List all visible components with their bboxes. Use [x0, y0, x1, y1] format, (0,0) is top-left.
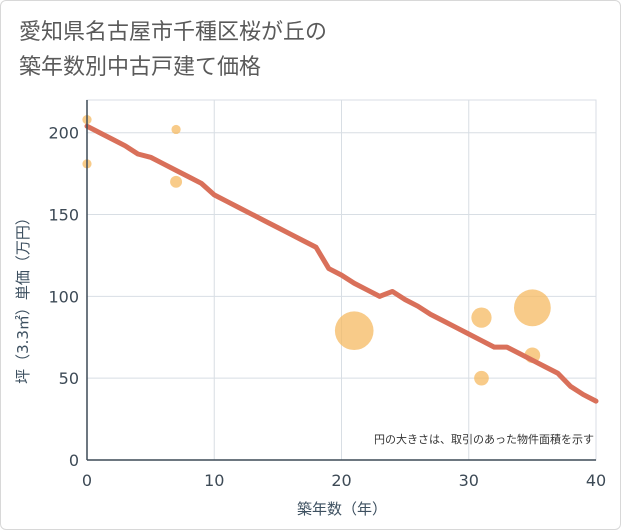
y-tick-label: 0 — [69, 451, 79, 470]
chart-title-line2: 築年数別中古戸建て価格 — [19, 55, 262, 80]
y-tick-label: 100 — [48, 287, 79, 306]
axes — [86, 100, 596, 461]
data-point — [474, 370, 489, 386]
data-point — [171, 124, 181, 135]
trend-line — [84, 123, 599, 404]
y-tick-label: 50 — [59, 369, 79, 388]
data-point — [513, 289, 551, 327]
x-tick-label: 30 — [459, 471, 479, 490]
x-tick-labels: 0 10 20 30 40 — [82, 471, 606, 490]
chart-title-line1: 愛知県名古屋市千種区桜が丘の — [19, 20, 328, 45]
bubble-series — [82, 115, 551, 386]
y-tick-labels: 0 50 100 150 200 — [48, 124, 79, 470]
y-tick-label: 150 — [48, 206, 79, 225]
x-tick-label: 0 — [82, 471, 92, 490]
chart-title: 愛知県名古屋市千種区桜が丘の 築年数別中古戸建て価格 — [19, 15, 327, 85]
grid-lines — [86, 99, 597, 461]
data-point — [471, 307, 492, 328]
size-legend-note: 円の大きさは、取引のあった物件面積を示す — [374, 432, 594, 446]
x-tick-label: 40 — [586, 471, 606, 490]
trend-line-group — [84, 123, 599, 404]
y-axis-title: 坪（3.3㎡）単価（万円） — [14, 210, 32, 384]
x-tick-label: 10 — [204, 471, 224, 490]
data-point — [334, 311, 374, 351]
x-tick-label: 20 — [331, 471, 351, 490]
y-tick-label: 200 — [48, 124, 79, 143]
data-point — [170, 175, 183, 188]
x-axis-title: 築年数（年） — [297, 500, 387, 518]
